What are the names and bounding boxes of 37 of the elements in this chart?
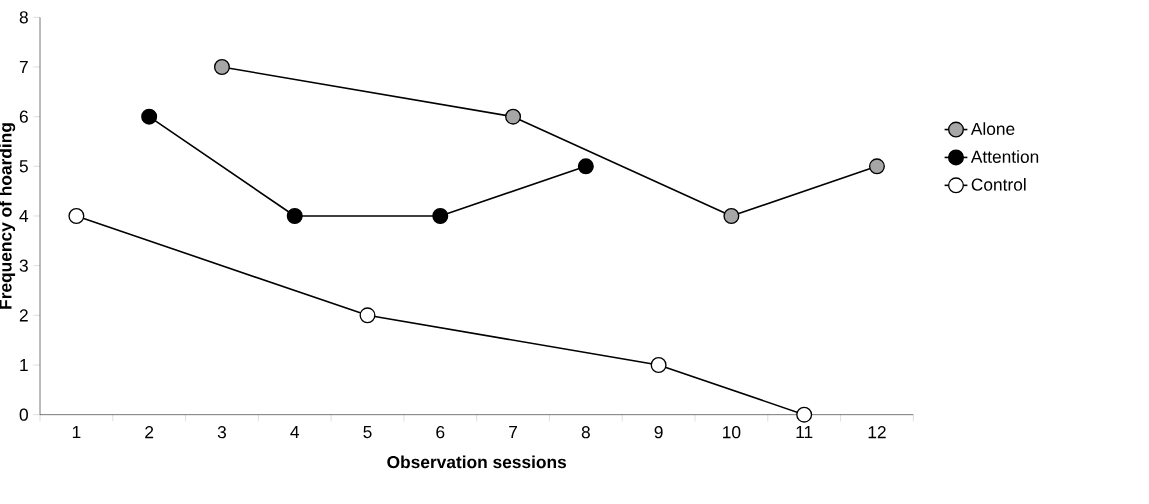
point: [141, 108, 158, 125]
x-tick-label: 2: [145, 426, 154, 439]
y-tick-label: 4: [19, 210, 29, 222]
y-tick-label: 2: [19, 309, 28, 322]
point: [868, 158, 885, 175]
x-tick-label: 11: [796, 426, 813, 438]
point: [577, 158, 594, 175]
point: [286, 207, 303, 224]
point: [505, 108, 522, 125]
x-tick-label: 5: [363, 426, 372, 439]
x-tick-label: 8: [581, 426, 590, 439]
y-tick-label: 5: [19, 160, 28, 173]
y-tick-label: 7: [19, 61, 28, 73]
point: [213, 59, 230, 75]
x-tick-label: 7: [509, 426, 517, 438]
x-tick-label: 6: [436, 426, 445, 439]
y-tick-label: 1: [20, 359, 28, 371]
x-tick-label: 9: [654, 426, 663, 439]
y-tick-label: 8: [19, 11, 28, 24]
y-tick-label: 6: [19, 110, 28, 123]
point: [359, 307, 376, 324]
legend-label: Control: [971, 178, 1026, 191]
point: [796, 406, 813, 423]
x-tick-label: 1: [72, 426, 81, 438]
point: [68, 207, 85, 224]
legend-label: Attention: [970, 150, 1039, 163]
y-tick-label: 3: [19, 259, 28, 272]
point: [432, 207, 449, 224]
x-tick-label: 12: [868, 426, 886, 439]
x-tick-label: 4: [290, 426, 300, 438]
x-tick-label: 10: [723, 426, 741, 439]
y-tick-label: 0: [19, 408, 28, 421]
x-tick-label: 3: [217, 426, 227, 439]
x-axis-title: Observation sessions: [387, 455, 567, 469]
point: [650, 357, 667, 373]
point: [723, 207, 740, 224]
legend-label: Alone: [970, 122, 1015, 135]
